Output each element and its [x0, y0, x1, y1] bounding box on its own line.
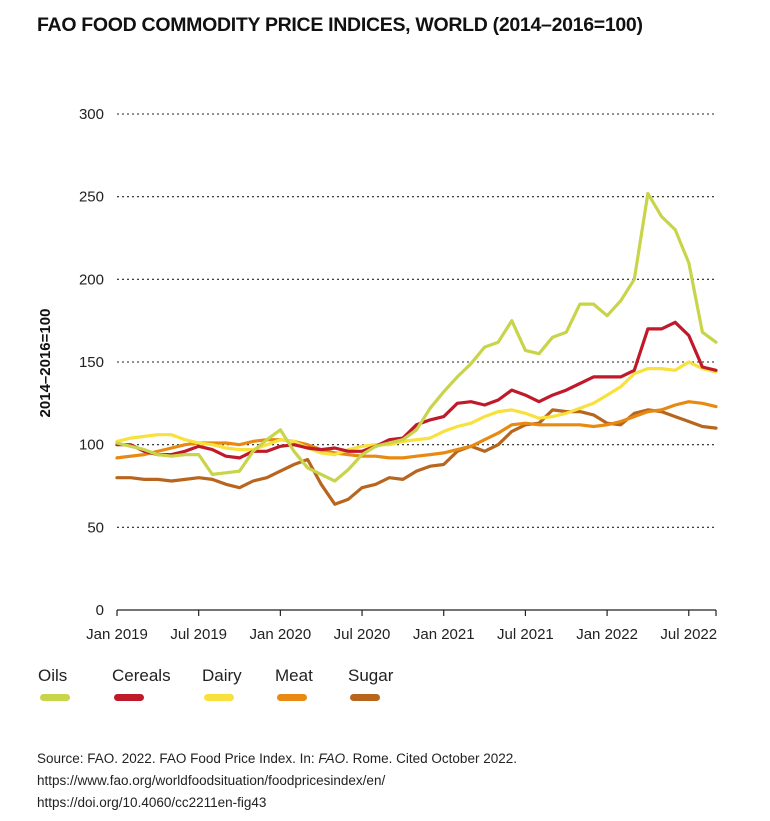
y-axis-label: 2014–2016=100 — [37, 309, 54, 418]
legend-swatch — [40, 694, 70, 701]
y-tick-label: 0 — [96, 602, 104, 619]
source-text-a: Source: FAO. 2022. FAO Food Price Index.… — [37, 751, 319, 766]
x-tick-label: Jan 2022 — [576, 626, 638, 643]
series-line-meat — [115, 400, 718, 460]
series-lines — [115, 191, 718, 506]
source-line-1: Source: FAO. 2022. FAO Food Price Index.… — [37, 748, 517, 770]
series-line-cereals — [115, 320, 718, 460]
x-tick-label: Jan 2021 — [413, 626, 475, 643]
legend-item-cereals: Cereals — [112, 666, 171, 701]
x-tick-label: Jan 2019 — [86, 626, 148, 643]
legend-item-dairy: Dairy — [202, 666, 242, 701]
y-tick-label: 150 — [79, 354, 104, 371]
y-tick-label: 250 — [79, 189, 104, 206]
x-tick-label: Jul 2020 — [334, 626, 391, 643]
source-url-1[interactable]: https://www.fao.org/worldfoodsituation/f… — [37, 773, 386, 788]
series-line-dairy — [115, 360, 718, 457]
series-line-sugar — [115, 408, 718, 506]
x-tick-label: Jul 2022 — [660, 626, 717, 643]
legend-label: Dairy — [202, 666, 242, 685]
x-tick-label: Jan 2020 — [249, 626, 311, 643]
legend-swatch — [350, 694, 380, 701]
axes: 0 50 100 150 200 250 300 Jan 2019 Jul 2019 Jan 20… — [79, 106, 717, 643]
x-tick-label: Jul 2021 — [497, 626, 554, 643]
source-text-b: . Rome. Cited October 2022. — [345, 751, 517, 766]
y-tick-label: 200 — [79, 271, 104, 288]
legend-item-oils: Oils — [38, 666, 70, 701]
x-tick-label: Jul 2019 — [170, 626, 227, 643]
series-line-oils — [115, 191, 718, 483]
source-italic: FAO — [318, 751, 346, 766]
legend-label: Meat — [275, 666, 313, 685]
legend-label: Cereals — [112, 666, 171, 685]
chart-title: FAO FOOD COMMODITY PRICE INDICES, WORLD … — [37, 14, 643, 36]
legend-label: Sugar — [348, 666, 394, 685]
source-url-2[interactable]: https://doi.org/10.4060/cc2211en-fig43 — [37, 795, 267, 810]
line-chart: 0 50 100 150 200 250 300 Jan 2019 Jul 2019 Jan 20… — [37, 106, 718, 643]
legend-swatch — [204, 694, 234, 701]
legend-label: Oils — [38, 666, 68, 685]
y-tick-label: 300 — [79, 106, 104, 123]
legend-item-sugar: Sugar — [348, 666, 394, 701]
legend-swatch — [114, 694, 144, 701]
y-tick-label: 50 — [87, 519, 104, 536]
legend-swatch — [277, 694, 307, 701]
legend-item-meat: Meat — [275, 666, 313, 701]
y-tick-label: 100 — [79, 437, 104, 454]
source-note: Source: FAO. 2022. FAO Food Price Index.… — [37, 748, 517, 814]
